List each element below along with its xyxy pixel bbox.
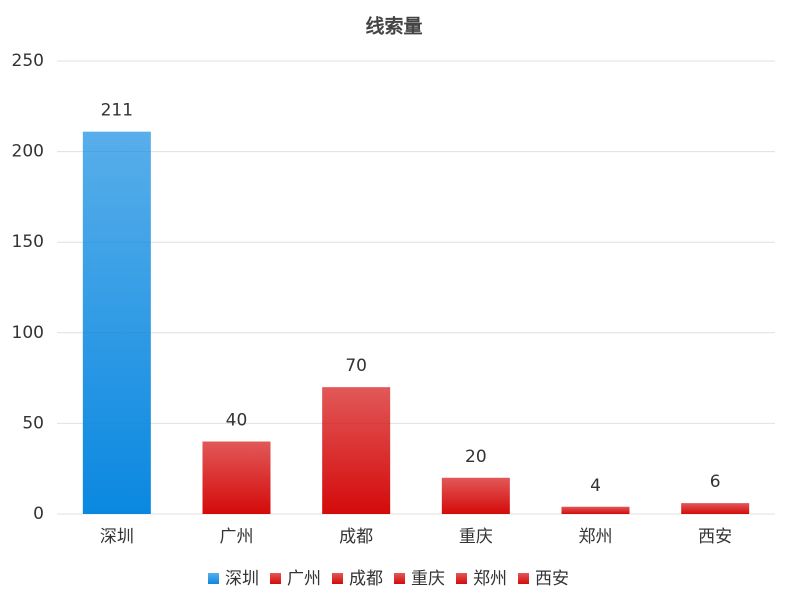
legend-label: 西安 [535,569,569,589]
legend-swatch [394,573,405,584]
legend-swatch [270,573,281,584]
legend-label: 广州 [287,569,321,589]
x-tick-label: 西安 [698,527,732,547]
x-tick-label: 深圳 [100,527,134,547]
y-tick-label: 150 [12,232,44,252]
value-label: 4 [590,476,601,496]
x-tick-label: 成都 [339,527,373,547]
value-label: 6 [710,472,721,492]
x-tick-label: 广州 [220,527,254,547]
bar [681,503,750,514]
y-tick-label: 50 [22,413,44,433]
chart-title: 线索量 [365,15,422,38]
y-tick-label: 0 [33,504,44,524]
legend-label: 成都 [349,569,383,589]
legend-label: 深圳 [225,569,259,589]
y-tick-label: 200 [12,142,44,162]
value-label: 40 [226,411,248,431]
y-tick-label: 100 [12,323,44,343]
legend-label: 重庆 [411,569,445,589]
bar [322,387,391,514]
y-tick-label: 250 [12,51,44,71]
value-label: 70 [345,356,367,376]
legend-swatch [518,573,529,584]
value-label: 20 [465,447,487,467]
x-tick-label: 郑州 [579,527,613,547]
legend-label: 郑州 [473,569,507,589]
value-label: 211 [101,101,133,121]
legend-swatch [456,573,467,584]
legend-swatch [332,573,343,584]
bar [202,441,271,514]
bar [441,477,510,514]
bar [561,506,630,514]
x-tick-label: 重庆 [459,527,493,547]
legend-swatch [208,573,219,584]
bar [82,131,151,514]
